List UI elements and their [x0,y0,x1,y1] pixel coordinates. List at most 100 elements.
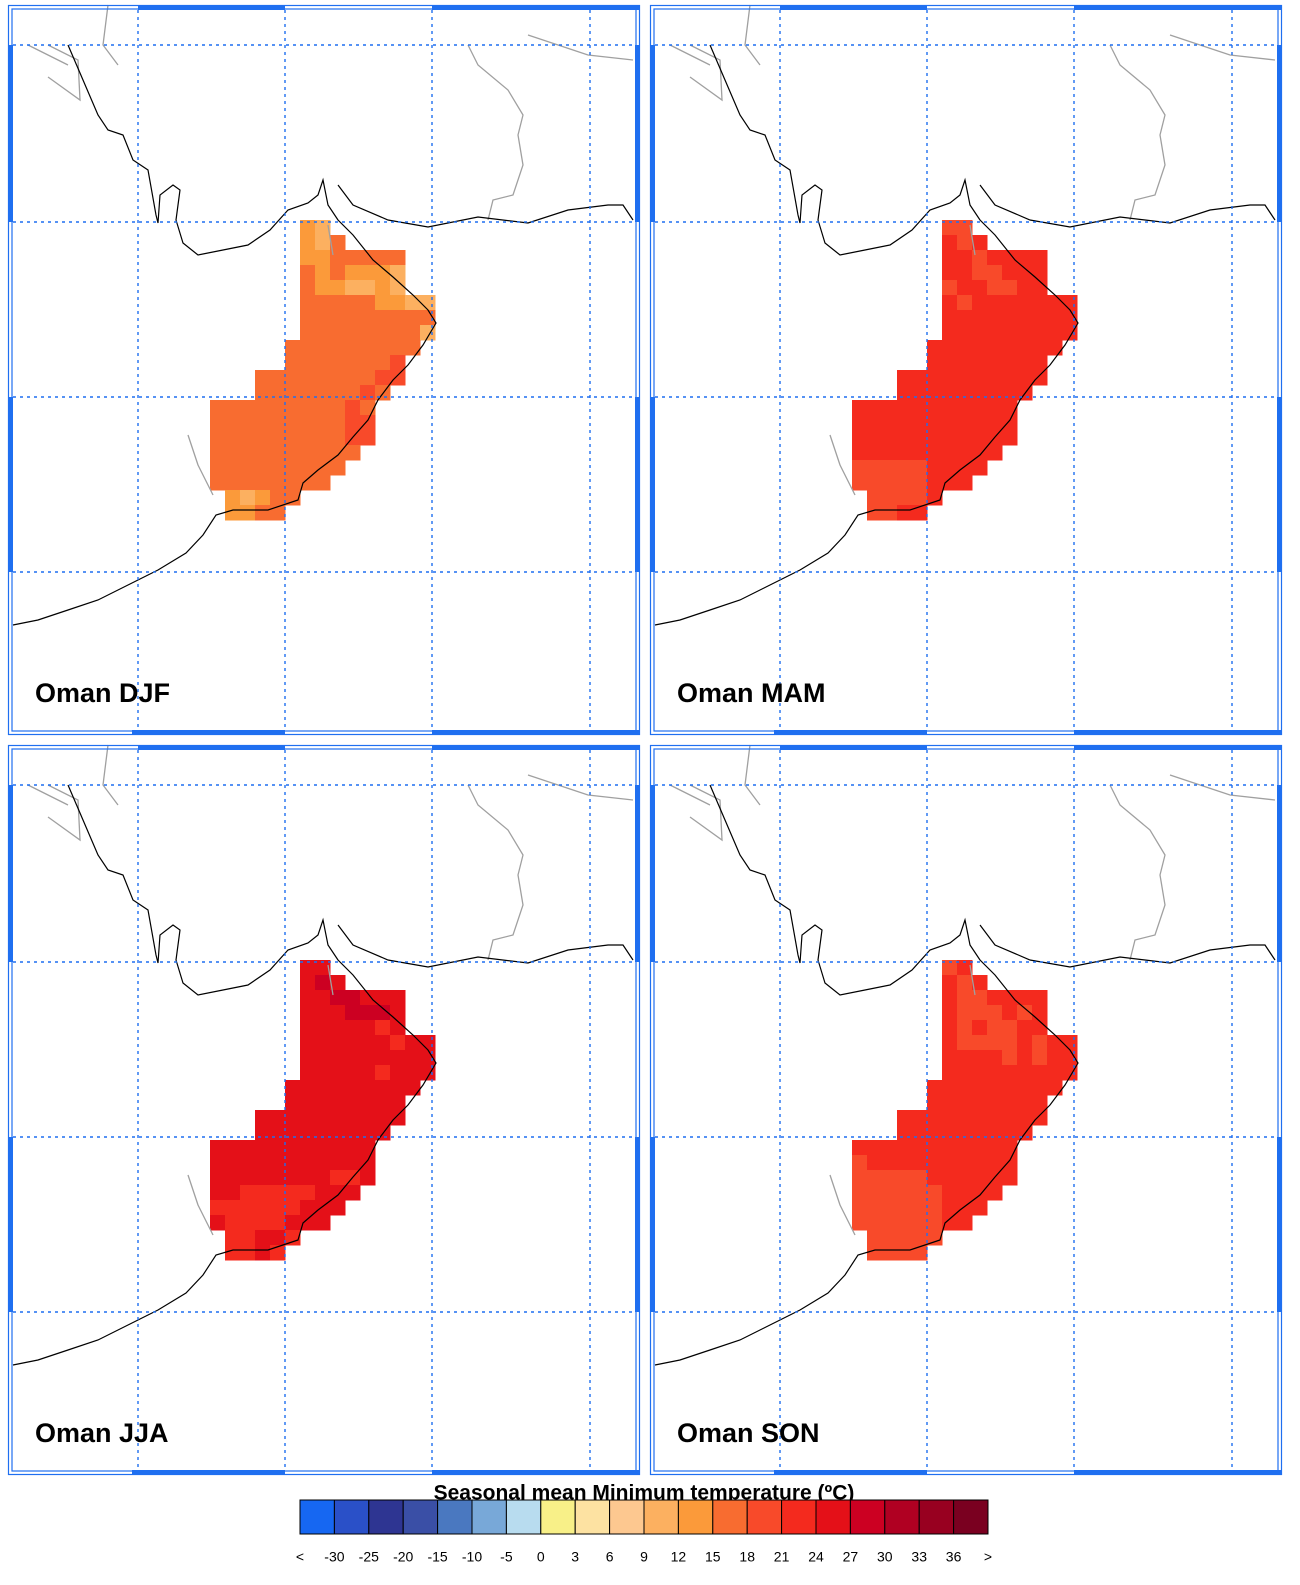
temperature-cell [927,1080,943,1096]
temperature-cell [330,385,346,401]
panel-label: Oman MAM [677,678,826,708]
temperature-cell [942,325,958,341]
temperature-cell [957,265,973,281]
temperature-cell [942,475,958,491]
temperature-cell [270,1140,286,1156]
temperature-cell [912,505,928,521]
temperature-cell [942,1155,958,1171]
temperature-cell [315,1080,331,1096]
temperature-cell [330,250,346,266]
temperature-cell [1002,340,1018,356]
temperature-cell [390,1035,406,1051]
temperature-cell [1017,325,1033,341]
temperature-cell [1002,1140,1018,1156]
temperature-cell [270,370,286,386]
colorbar-label: 18 [739,1549,755,1565]
frame-tick-bar [1074,730,1282,735]
temperature-cell [957,1005,973,1021]
temperature-cell [957,340,973,356]
temperature-cell [375,355,391,371]
temperature-cell [972,430,988,446]
temperature-cell [345,1110,361,1126]
temperature-cell [330,325,346,341]
temperature-cell [1032,990,1048,1006]
temperature-cell [942,1140,958,1156]
temperature-cell [897,1230,913,1246]
temperature-cell [972,400,988,416]
temperature-cell [972,1050,988,1066]
temperature-cell [882,400,898,416]
temperature-cell [285,400,301,416]
temperature-cell [957,1095,973,1111]
temperature-cell [942,960,958,976]
temperature-cell [942,430,958,446]
temperature-cell [225,460,241,476]
temperature-cell [897,1200,913,1216]
temperature-cell [255,370,271,386]
temperature-cell [390,1095,406,1111]
colorbar-label: 15 [705,1549,721,1565]
frame-outer [649,744,1283,1476]
temperature-cell [240,1230,256,1246]
colorbar-box [540,1499,576,1535]
temperature-cell [315,370,331,386]
temperature-cell [987,385,1003,401]
temperature-cell [315,1140,331,1156]
temperature-cell [897,1125,913,1141]
temperature-cell [210,1185,226,1201]
temperature-cell [882,460,898,476]
temperature-cell [225,1215,241,1231]
temperature-cell [1017,1065,1033,1081]
temperature-cell [942,1050,958,1066]
temperature-cell [255,445,271,461]
temperature-cell [345,445,361,461]
temperature-cell [300,1125,316,1141]
temperature-cell [1002,400,1018,416]
temperature-cell [225,1200,241,1216]
temperature-cell [942,385,958,401]
temperature-cell [315,235,331,251]
temperature-cell [1017,1035,1033,1051]
temperature-cell [270,460,286,476]
temperature-cell [972,1170,988,1186]
colorbar-label: < [296,1549,304,1565]
temperature-cell [927,1095,943,1111]
temperature-cell [375,250,391,266]
temperature-cell [852,430,868,446]
frame-tick-bar [1074,1470,1282,1475]
temperature-cell [300,430,316,446]
temperature-cell [315,325,331,341]
temperature-cell [912,370,928,386]
temperature-cell [867,505,883,521]
temperature-cell [957,250,973,266]
temperature-cell [1017,1095,1033,1111]
temperature-cell [987,1185,1003,1201]
temperature-cell [942,990,958,1006]
temperature-cell [270,445,286,461]
temperature-cell [972,1200,988,1216]
temperature-cell [255,415,271,431]
temperature-cell [987,400,1003,416]
temperature-cell [927,490,943,506]
colorbar-box [574,1499,611,1535]
temperature-cell [972,415,988,431]
temperature-cell [420,1035,436,1051]
temperature-cell [300,280,316,296]
temperature-cell [972,235,988,251]
colorbar-label: 33 [911,1549,927,1565]
frame-outer [7,4,641,736]
colorbar-box [781,1499,817,1535]
temperature-cell [390,1050,406,1066]
temperature-cell [285,1200,301,1216]
temperature-cell [897,460,913,476]
temperature-cell [420,325,436,341]
temperature-cell [390,1110,406,1126]
temperature-cell [867,1200,883,1216]
temperature-cell [330,1170,346,1186]
temperature-cell [912,415,928,431]
temperature-cell [240,415,256,431]
temperature-cell [957,445,973,461]
temperature-cell [360,430,376,446]
temperature-cell [942,340,958,356]
temperature-cell [942,220,958,236]
